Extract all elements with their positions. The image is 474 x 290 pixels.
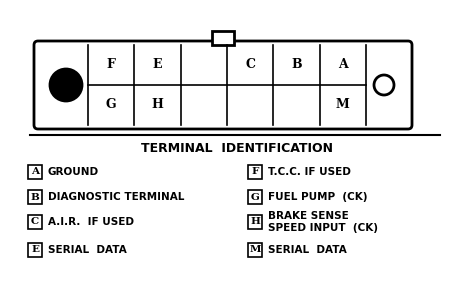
Text: GROUND: GROUND [48,167,99,177]
Text: TERMINAL  IDENTIFICATION: TERMINAL IDENTIFICATION [141,142,333,155]
Text: A: A [31,168,39,177]
Text: H: H [250,218,260,226]
Text: BRAKE SENSE
SPEED INPUT  (CK): BRAKE SENSE SPEED INPUT (CK) [268,211,378,233]
Bar [248,243,262,257]
Text: E: E [153,59,162,72]
Text: FUEL PUMP  (CK): FUEL PUMP (CK) [268,192,367,202]
Text: E: E [31,246,39,255]
Bar [212,31,234,45]
Bar [28,165,42,179]
Bar [248,190,262,204]
Bar [248,215,262,229]
Text: T.C.C. IF USED: T.C.C. IF USED [268,167,351,177]
Text: G: G [251,193,259,202]
Text: G: G [106,99,117,111]
Text: B: B [291,59,302,72]
Text: M: M [336,99,350,111]
Text: F: F [251,168,259,177]
Text: A: A [338,59,348,72]
Circle shape [50,69,82,101]
Bar [28,243,42,257]
Bar [28,215,42,229]
Bar [28,190,42,204]
Text: C: C [245,59,255,72]
Text: B: B [30,193,39,202]
FancyBboxPatch shape [34,41,412,129]
Text: SERIAL  DATA: SERIAL DATA [268,245,347,255]
Text: A.I.R.  IF USED: A.I.R. IF USED [48,217,134,227]
Text: C: C [31,218,39,226]
Bar [248,165,262,179]
Text: M: M [249,246,261,255]
Text: SERIAL  DATA: SERIAL DATA [48,245,127,255]
Text: F: F [107,59,116,72]
Text: DIAGNOSTIC TERMINAL: DIAGNOSTIC TERMINAL [48,192,184,202]
Text: H: H [152,99,164,111]
Circle shape [374,75,394,95]
